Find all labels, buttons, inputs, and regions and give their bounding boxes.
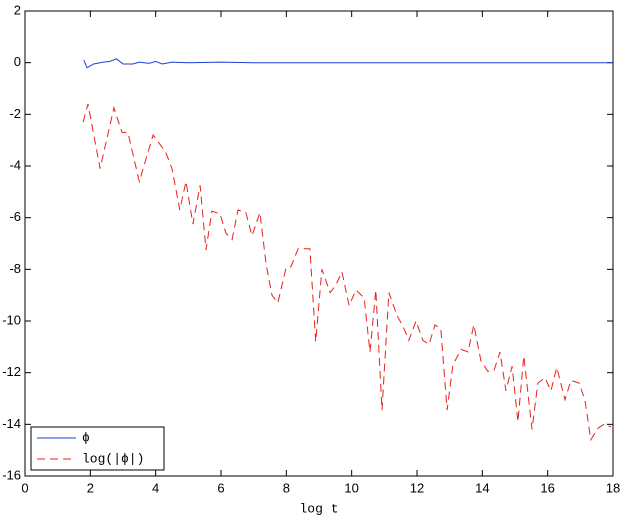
x-tick-label: 12 xyxy=(410,480,424,495)
y-tick-label: -16 xyxy=(2,467,21,482)
series-line xyxy=(83,58,613,69)
x-tick-label: 18 xyxy=(606,480,620,495)
x-tick-label: 0 xyxy=(21,480,28,495)
y-tick-label: -10 xyxy=(2,312,21,327)
x-tick-label: 6 xyxy=(217,480,224,495)
x-tick-label: 14 xyxy=(475,480,489,495)
y-tick-label: 2 xyxy=(14,2,21,17)
x-axis-label: log t xyxy=(299,501,338,516)
x-tick-label: 4 xyxy=(152,480,159,495)
x-tick-label: 2 xyxy=(87,480,94,495)
x-tick-label: 16 xyxy=(540,480,554,495)
legend-label: ϕ xyxy=(82,430,90,445)
y-tick-label: -8 xyxy=(9,261,21,276)
x-tick-label: 10 xyxy=(344,480,358,495)
y-tick-label: -14 xyxy=(2,416,21,431)
y-tick-label: -12 xyxy=(2,364,21,379)
legend-box xyxy=(30,426,165,471)
y-tick-label: -6 xyxy=(9,209,21,224)
plot-frame xyxy=(24,10,614,477)
x-tick-label: 8 xyxy=(283,480,290,495)
y-tick-label: -4 xyxy=(9,157,21,172)
y-tick-label: -2 xyxy=(9,106,21,121)
legend-label: log(|ϕ|) xyxy=(82,451,144,466)
y-tick-label: 0 xyxy=(14,54,21,69)
